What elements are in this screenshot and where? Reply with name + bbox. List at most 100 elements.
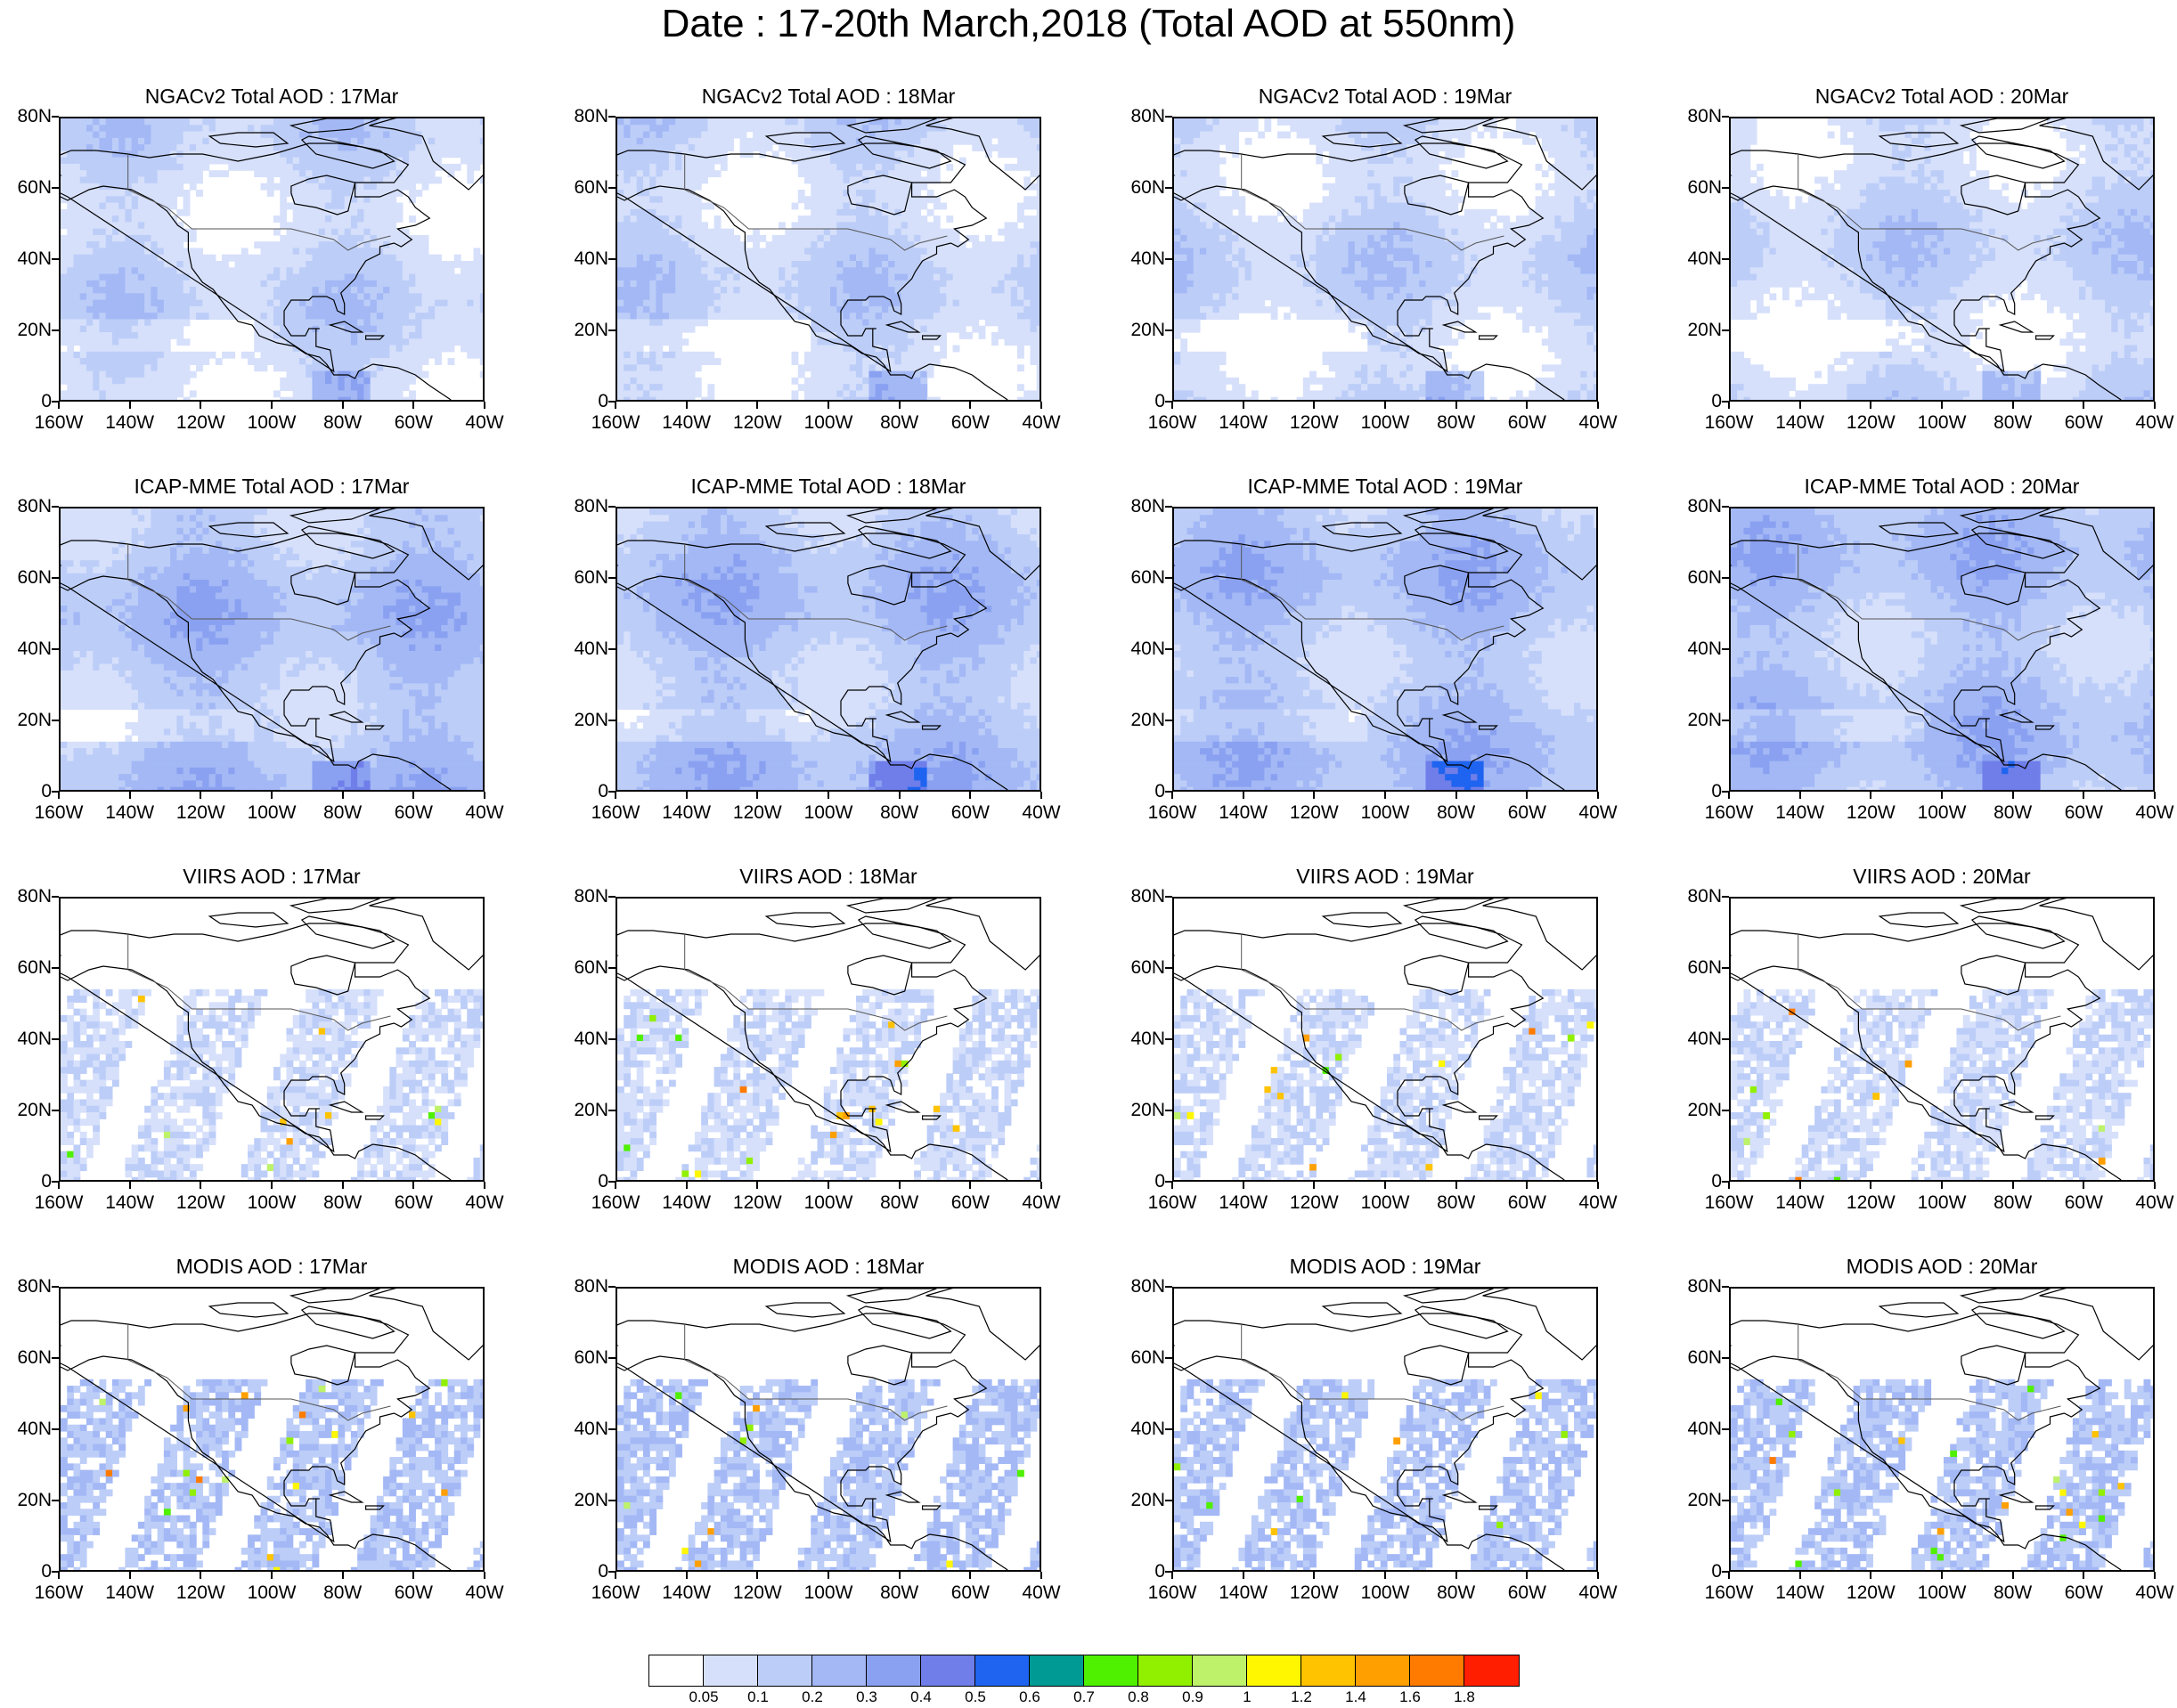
longitude-label: 140W [662, 412, 711, 434]
longitude-tick [756, 402, 759, 409]
latitude-tick [1165, 1110, 1172, 1111]
coastline-west [1731, 1355, 2122, 1570]
island-outline [1998, 1101, 2034, 1113]
latitude-label: 60N [1687, 567, 1722, 589]
latitude-label: 20N [574, 320, 608, 341]
aod-field-map [61, 118, 483, 400]
latitude-label: 40N [17, 248, 52, 270]
latitude-tick [1722, 1181, 1729, 1183]
coastline-east [61, 1313, 431, 1543]
greenland-outline [925, 508, 1040, 581]
island-outline [764, 912, 846, 928]
longitude-label: 40W [1578, 1582, 1617, 1604]
longitude-tick [200, 792, 202, 799]
latitude-label: 0 [598, 1561, 608, 1582]
longitude-label: 60W [2065, 1192, 2103, 1214]
longitude-tick [1384, 1572, 1386, 1579]
longitude-label: 160W [591, 412, 640, 434]
country-border [127, 1324, 391, 1421]
coastline-east [1731, 142, 2101, 373]
longitude-label: 100W [1361, 1582, 1410, 1604]
greenland-outline [369, 118, 483, 191]
longitude-tick [1040, 792, 1042, 799]
island-outline [857, 915, 952, 949]
longitude-tick [1313, 1572, 1316, 1579]
longitude-label: 100W [248, 412, 297, 434]
latitude-label: 0 [1711, 781, 1722, 802]
longitude-label: 80W [1437, 802, 1475, 824]
longitude-label: 60W [395, 1582, 433, 1604]
coastline-east [61, 533, 431, 763]
colorbar-label: 0.7 [1073, 1688, 1095, 1706]
latitude-label: 60N [17, 177, 52, 199]
longitude-tick [128, 402, 131, 409]
longitude-label: 60W [1508, 412, 1546, 434]
aod-field-map [1174, 1289, 1596, 1570]
longitude-label: 160W [1148, 802, 1197, 824]
hudson-bay-outline [1404, 1345, 1470, 1386]
island-outline [922, 1505, 942, 1510]
hudson-bay-outline [847, 565, 913, 606]
colorbar-swatch [1410, 1655, 1464, 1686]
latitude-tick [1722, 258, 1729, 260]
island-outline [1998, 1491, 2034, 1503]
latitude-tick [1165, 720, 1172, 721]
latitude-tick [608, 791, 616, 793]
longitude-tick [828, 1182, 829, 1189]
island-outline [289, 508, 380, 524]
map-frame [1729, 117, 2155, 402]
longitude-tick [484, 1182, 485, 1189]
longitude-tick [1728, 1182, 1730, 1189]
island-outline [1441, 1101, 1478, 1113]
colorbar-label: 0.5 [965, 1688, 986, 1706]
longitude-label: 80W [1994, 412, 2032, 434]
latitude-tick [1722, 1038, 1729, 1040]
longitude-tick [1455, 1182, 1457, 1189]
island-outline [885, 1101, 921, 1113]
latitude-label: 20N [17, 710, 52, 731]
longitude-tick [685, 402, 688, 409]
longitude-label: 140W [1219, 1582, 1268, 1604]
hudson-bay-outline [1961, 175, 2026, 216]
longitude-label: 120W [176, 802, 225, 824]
hudson-bay-outline [847, 175, 913, 216]
island-outline [1414, 1305, 1509, 1339]
latitude-label: 20N [1130, 1490, 1165, 1511]
aod-field-map [1174, 508, 1596, 790]
aod-field-map [61, 899, 483, 1180]
latitude-label: 80N [1130, 1276, 1165, 1297]
island-outline [2035, 725, 2055, 730]
latitude-label: 40N [1687, 248, 1722, 270]
longitude-label: 160W [1148, 1582, 1197, 1604]
longitude-tick [1526, 402, 1529, 409]
latitude-tick [1722, 1571, 1729, 1573]
longitude-tick [615, 792, 616, 799]
longitude-label: 80W [1994, 1582, 2032, 1604]
longitude-label: 160W [1705, 1582, 1754, 1604]
longitude-tick [1171, 792, 1173, 799]
latitude-label: 60N [574, 1347, 608, 1369]
longitude-label: 140W [105, 412, 154, 434]
panel-title: ICAP-MME Total AOD : 20Mar [1729, 475, 2155, 499]
greenland-outline [369, 899, 483, 971]
longitude-label: 160W [591, 802, 640, 824]
island-outline [208, 522, 289, 538]
latitude-label: 20N [1130, 710, 1165, 731]
coastline-west [61, 965, 452, 1180]
latitude-tick [608, 1357, 616, 1359]
colorbar-swatch [921, 1655, 975, 1686]
longitude-tick [969, 1182, 972, 1189]
panel-title: ICAP-MME Total AOD : 19Mar [1172, 475, 1598, 499]
longitude-tick [1870, 1182, 1872, 1189]
aod-field-map [1731, 508, 2153, 790]
country-border [684, 934, 948, 1031]
greenland-outline [925, 118, 1040, 191]
island-outline [1878, 522, 1960, 538]
latitude-tick [1165, 648, 1172, 650]
latitude-label: 40N [574, 1419, 608, 1440]
colorbar-label: 0.3 [856, 1688, 877, 1706]
island-outline [1959, 118, 2051, 134]
longitude-tick [1597, 1182, 1599, 1189]
latitude-tick [1165, 1357, 1172, 1359]
longitude-tick [1171, 402, 1173, 409]
